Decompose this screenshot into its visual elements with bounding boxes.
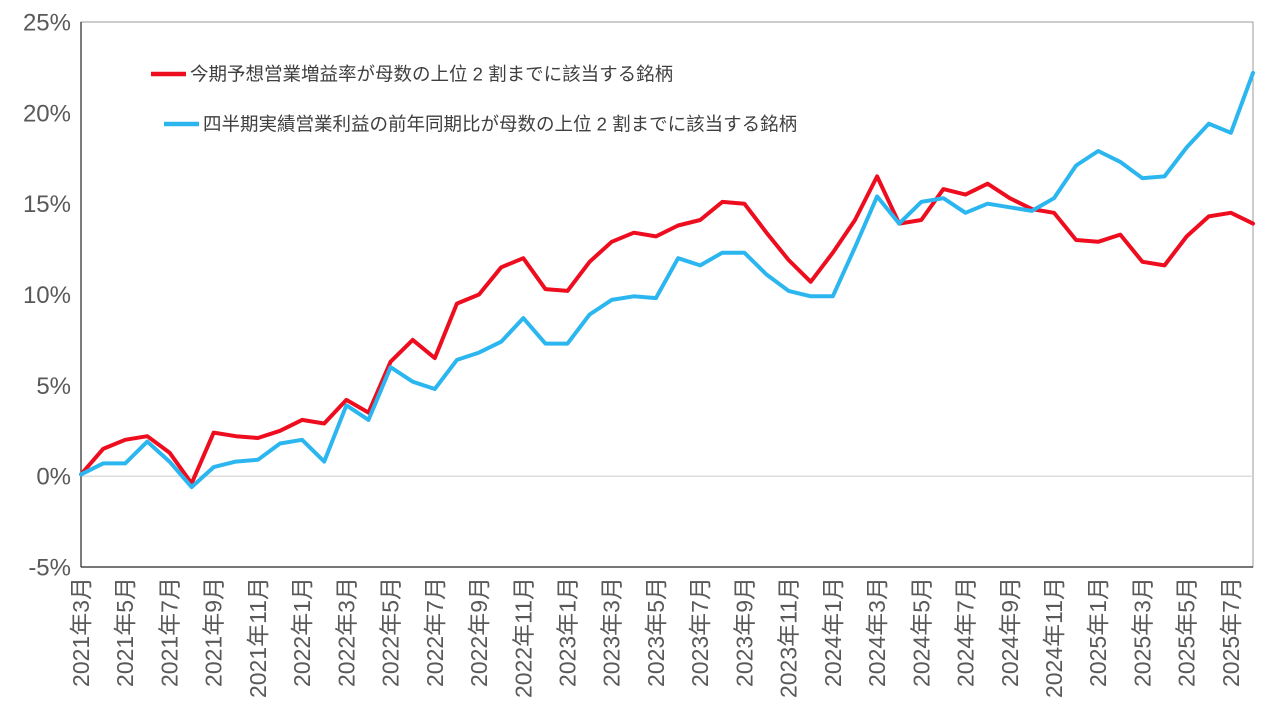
x-tick-label: 2023年5月 [643,577,669,687]
x-tick-label: 2021年3月 [68,577,94,687]
series-line-red [79,174,1255,486]
y-tick-label: 0% [36,464,71,491]
x-tick-label: 2022年5月 [378,577,404,687]
legend-label: 四半期実績営業利益の前年同期比が母数の上位 2 割までに該当する銘柄 [203,114,797,135]
x-tick-label: 2023年1月 [554,577,580,687]
series-line-blue [79,70,1255,490]
y-tick-label: -5% [28,555,71,582]
x-tick-label: 2025年1月 [1085,577,1111,687]
y-tick-label: 10% [23,282,71,309]
x-tick-label: 2025年7月 [1218,577,1244,687]
y-tick-label: 15% [23,191,71,218]
x-tick-label: 2024年5月 [908,577,934,687]
legend: 今期予想営業増益率が母数の上位 2 割までに該当する銘柄四半期実績営業利益の前年… [151,64,797,135]
x-tick-label: 2023年7月 [687,577,713,687]
x-tick-label: 2023年9月 [731,577,757,687]
y-tick-label: 20% [23,100,71,127]
x-tick-label: 2024年3月 [864,577,890,687]
x-tick-label: 2022年11月 [510,577,536,698]
x-tick-label: 2023年11月 [776,577,802,698]
x-tick-label: 2021年7月 [156,577,182,687]
y-tick-label: 5% [36,373,71,400]
x-tick-label: 2022年7月 [422,577,448,687]
x-tick-label: 2024年7月 [953,577,979,687]
legend-item: 今期予想営業増益率が母数の上位 2 割までに該当する銘柄 [151,64,673,85]
plot-border [80,21,1254,568]
x-tick-label: 2021年5月 [112,577,138,687]
x-tick-label: 2024年11月 [1041,577,1067,698]
legend-item: 四半期実績営業利益の前年同期比が母数の上位 2 割までに該当する銘柄 [164,114,797,135]
x-tick-label: 2023年3月 [599,577,625,687]
x-tick-label: 2025年5月 [1174,577,1200,687]
x-tick-label: 2022年3月 [333,577,359,687]
x-tick-label: 2022年1月 [289,577,315,687]
x-tick-label: 2025年3月 [1129,577,1155,687]
x-tick-label: 2021年9月 [201,577,227,687]
x-tick-label: 2022年9月 [466,577,492,687]
legend-label: 今期予想営業増益率が母数の上位 2 割までに該当する銘柄 [190,64,673,85]
y-tick-label: 25% [23,10,71,37]
x-tick-label: 2024年9月 [997,577,1023,687]
x-tick-label: 2021年11月 [245,577,271,698]
x-tick-label: 2024年1月 [820,577,846,687]
